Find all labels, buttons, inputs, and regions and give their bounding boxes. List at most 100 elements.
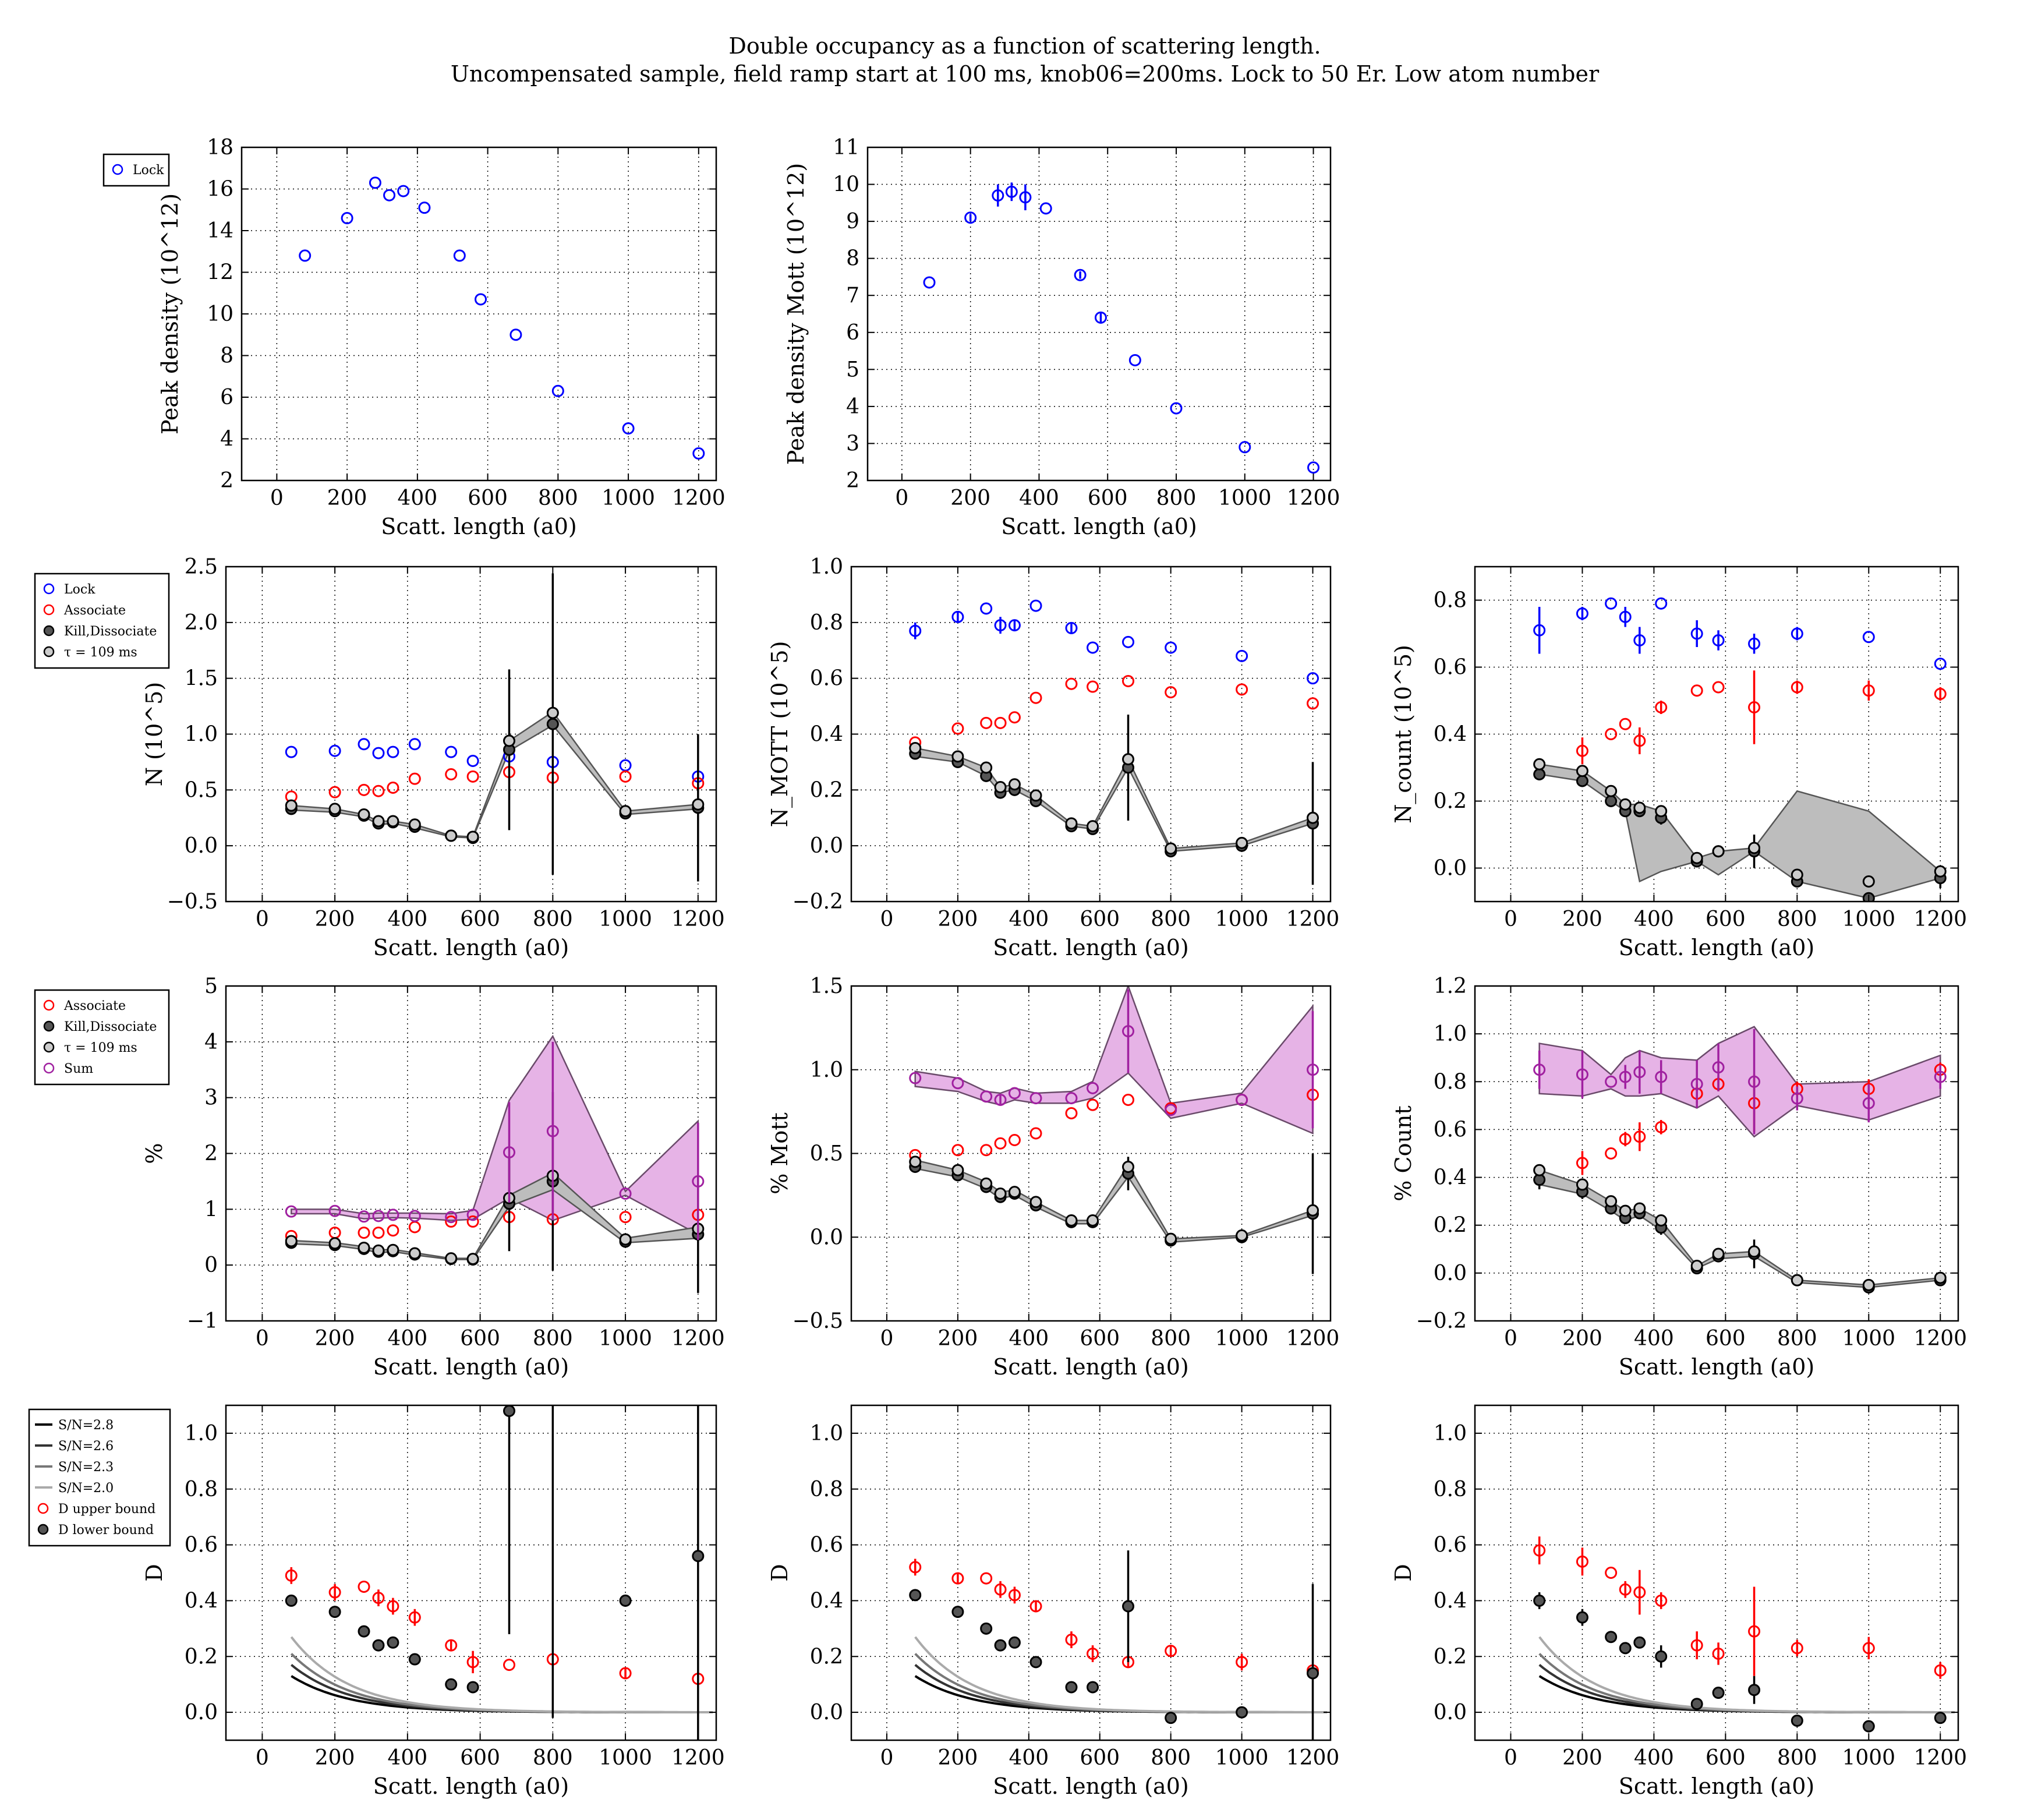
data-point: [1619, 718, 1632, 730]
y-tick-label: 1.0: [810, 1422, 843, 1446]
data-point: [475, 293, 487, 306]
data-point: [1748, 1075, 1761, 1088]
legend-label: τ = 109 ms: [64, 645, 137, 660]
data-point: [692, 1175, 705, 1188]
data-point: [1087, 1214, 1099, 1227]
data-point: [510, 328, 522, 341]
data-point: [358, 1210, 370, 1223]
data-point: [466, 1253, 479, 1266]
data-point: [1008, 778, 1021, 791]
subplot-r2c2: 0 200 400 600 800 1000 1200 −0.2 0.0 0.2 0.4 0.6 0.8…: [1390, 974, 1967, 1380]
subplot-r2c0: 0 200 400 600 800 1000 1200 −1 0 1 2 3 4 5 Scatt. leng…: [34, 974, 725, 1380]
legend: Lock Associate Kill,Dissociate τ = 109 ms: [34, 572, 170, 669]
data-point: [1533, 1164, 1546, 1176]
plot-area: [851, 567, 1331, 902]
data-point: [1712, 845, 1725, 858]
legend-marker: [37, 1524, 49, 1535]
data-point: [1307, 672, 1319, 685]
y-axis-label: % Count: [1390, 1105, 1416, 1201]
data-point: [1791, 868, 1803, 881]
y-tick-label: 18: [207, 136, 233, 160]
data-point: [1074, 268, 1087, 281]
y-tick-label: 0.6: [1434, 1533, 1467, 1557]
legend-label: S/N=2.8: [58, 1418, 114, 1433]
y-tick-label: −0.5: [792, 1309, 843, 1333]
legend-label: S/N=2.3: [58, 1460, 114, 1475]
data-point: [692, 447, 705, 460]
y-axis-label: D: [1390, 1564, 1416, 1581]
x-tick-label: 400: [397, 486, 437, 510]
y-tick-label: 1.0: [810, 555, 843, 579]
data-point: [951, 1077, 964, 1090]
y-axis-label: %: [141, 1143, 167, 1164]
data-point: [1122, 753, 1135, 766]
axes-frame: [1474, 1404, 1959, 1741]
data-point: [1655, 1121, 1668, 1133]
y-axis-label: D: [141, 1564, 167, 1581]
data-point: [445, 1215, 458, 1228]
data-point: [503, 734, 515, 747]
y-tick-label: 5: [204, 974, 218, 998]
y-tick-label: 0.5: [185, 778, 218, 802]
data-point: [1122, 635, 1135, 648]
subplot-r3c1: 0 200 400 600 800 1000 1200 0.0 0.2 0.4 0.6 0.8 1.0 S…: [767, 1404, 1339, 1799]
data-point: [285, 799, 298, 812]
data-point: [372, 1592, 385, 1605]
y-tick-label: −0.5: [167, 890, 218, 914]
data-point: [1236, 1656, 1248, 1669]
data-point: [387, 815, 399, 828]
data-point: [994, 1188, 1007, 1200]
data-point: [1576, 765, 1588, 778]
data-point: [445, 1211, 458, 1224]
data-point: [1690, 627, 1703, 640]
legend-label: τ = 109 ms: [64, 1041, 137, 1055]
data-point: [546, 1125, 559, 1137]
data-point: [994, 619, 1007, 632]
data-point: [369, 176, 381, 189]
legend-marker: [43, 1062, 55, 1074]
y-tick-label: 10: [833, 173, 859, 197]
y-tick-label: 9: [846, 210, 859, 234]
legend-box: [34, 989, 170, 1086]
x-tick-label: 1000: [599, 1327, 652, 1351]
data-point: [372, 1210, 385, 1222]
x-tick-label: 600: [1080, 1746, 1120, 1770]
x-axis-label: Scatt. length (a0): [1619, 1354, 1814, 1380]
y-tick-label: 1.5: [810, 974, 843, 998]
data-point: [546, 706, 559, 719]
data-point: [1605, 728, 1618, 740]
data-point: [299, 249, 312, 262]
data-point: [1008, 1134, 1021, 1146]
data-point: [1934, 658, 1947, 670]
y-tick-label: 2: [204, 1142, 218, 1166]
legend: S/N=2.8 S/N=2.6 S/N=2.3 S/N=2.0 D upper boun…: [28, 1408, 171, 1547]
data-point: [1619, 610, 1632, 623]
data-point: [1307, 811, 1319, 824]
legend-marker: [43, 583, 55, 595]
data-point: [1934, 1271, 1947, 1284]
plot-area: [226, 986, 716, 1321]
legend-label: D lower bound: [58, 1523, 154, 1538]
subplot-grid: 0 200 400 600 800 1000 120024681012141618Scatt…: [28, 136, 1967, 1799]
data-point: [1655, 1070, 1668, 1083]
x-tick-label: 400: [1634, 907, 1674, 931]
y-tick-label: 0.4: [1434, 1589, 1467, 1613]
y-tick-label: 2: [846, 469, 859, 493]
sn-curve: [290, 1653, 713, 1713]
sn-curve: [1538, 1675, 1955, 1713]
data-point: [1087, 641, 1099, 654]
x-axis-label: Scatt. length (a0): [373, 1354, 569, 1380]
legend-marker: [43, 646, 55, 658]
plot-area: [1475, 1405, 1958, 1740]
y-tick-label: 8: [220, 344, 233, 368]
y-tick-label: 0.2: [185, 1645, 218, 1669]
data-point: [1619, 1204, 1632, 1217]
y-tick-label: 0.0: [185, 834, 218, 858]
x-tick-label: 1200: [1286, 907, 1340, 931]
plot-area: [851, 1405, 1331, 1740]
x-tick-label: 400: [1009, 1327, 1049, 1351]
y-tick-label: 0.0: [1434, 857, 1467, 881]
data-point: [1165, 1104, 1177, 1116]
x-tick-label: 1000: [1215, 1746, 1269, 1770]
